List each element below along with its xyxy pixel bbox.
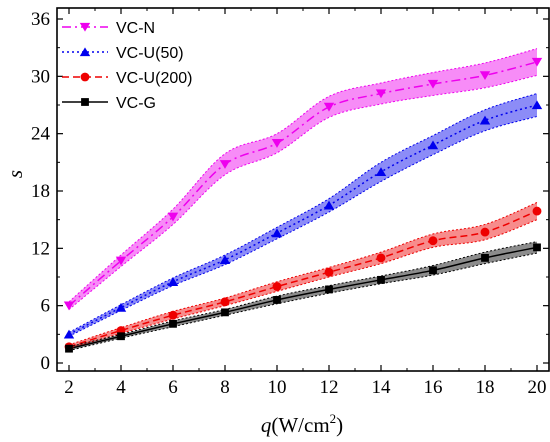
legend-label-vc-g: VC-G (116, 95, 156, 112)
point-vc-u-200 (532, 206, 542, 216)
point-vc-g (273, 296, 281, 304)
x-tick-label: 16 (424, 377, 443, 398)
x-tick-label: 12 (320, 377, 339, 398)
x-tick-label: 10 (268, 377, 287, 398)
x-tick-label: 14 (372, 377, 392, 398)
point-vc-n (375, 89, 387, 99)
legend-marker-vc-g (81, 98, 89, 106)
point-vc-u-50 (323, 200, 335, 210)
legend-marker-vc-u-200 (80, 72, 90, 82)
point-vc-u-50 (219, 255, 231, 264)
legend-label-vc-u-200: VC-U(200) (116, 70, 192, 87)
point-vc-u-50 (167, 277, 179, 286)
y-axis-ticks: 0 6 12 18 24 30 36 (31, 9, 549, 374)
series-markers (63, 57, 543, 353)
x-tick-label: 2 (64, 377, 74, 398)
x-tick-label: 8 (220, 377, 230, 398)
point-vc-g (377, 275, 385, 284)
x-axis-title-exponent: 2 (330, 411, 337, 426)
x-axis-title-unit-close: ) (336, 413, 343, 437)
point-vc-u-50 (427, 140, 439, 150)
point-vc-n (63, 301, 75, 311)
y-tick-label: 24 (31, 124, 51, 145)
series-lines (68, 48, 538, 352)
point-vc-g (65, 344, 73, 353)
point-vc-n (219, 160, 231, 169)
y-axis-title: s (3, 170, 27, 178)
point-vc-g (481, 253, 489, 262)
point-vc-u-200 (376, 253, 386, 263)
band-lower-vc-u-200 (68, 219, 538, 350)
confidence-bands (69, 48, 537, 351)
x-tick-label: 4 (116, 377, 126, 398)
x-tick-label: 6 (168, 377, 178, 398)
x-axis-ticks: 2 4 6 8 10 12 14 16 18 20 (64, 8, 547, 398)
y-tick-label: 0 (41, 353, 51, 374)
point-vc-g (117, 332, 125, 341)
point-vc-u-50 (479, 115, 491, 125)
legend-marker-vc-n (79, 22, 91, 32)
point-vc-n (531, 57, 543, 67)
point-vc-u-200 (272, 282, 282, 291)
x-tick-label: 20 (528, 377, 547, 398)
y-tick-label: 12 (31, 238, 50, 259)
point-vc-u-50 (115, 302, 127, 312)
band-lower-vc-u-50 (68, 115, 538, 337)
y-tick-label: 36 (31, 9, 50, 30)
line-vc-u-50 (68, 104, 538, 335)
y-tick-label: 30 (31, 66, 50, 87)
plot-frame (56, 7, 550, 372)
point-vc-u-50 (271, 228, 283, 238)
point-vc-u-200 (324, 267, 334, 277)
line-vc-u-200 (68, 210, 538, 348)
point-vc-g (221, 308, 229, 317)
band-upper-vc-u-200 (68, 202, 538, 346)
point-vc-u-50 (375, 167, 387, 177)
line-vc-g (68, 246, 538, 350)
x-tick-label: 18 (476, 377, 495, 398)
x-axis-title-unit: (W/cm (271, 413, 329, 437)
x-axis-title-variable: q (261, 413, 272, 437)
legend-marker-vc-u-50 (79, 47, 91, 57)
y-tick-label: 18 (31, 181, 50, 202)
band-upper-vc-u-50 (68, 93, 538, 333)
point-vc-n (427, 79, 439, 89)
point-vc-u-50 (531, 100, 543, 110)
point-vc-n (323, 102, 335, 112)
point-vc-g (533, 243, 541, 252)
point-vc-n (271, 139, 283, 148)
point-vc-g (325, 285, 333, 294)
point-vc-u-200 (480, 227, 490, 237)
band-upper-vc-n (68, 48, 538, 303)
point-vc-u-200 (220, 297, 230, 307)
band-upper-vc-g (68, 241, 538, 348)
band-lower-vc-n (68, 74, 538, 310)
line-vc-n (68, 61, 538, 307)
legend: VC-N VC-U(50) VC-U(200) VC-G (62, 20, 192, 112)
point-vc-u-200 (428, 236, 438, 246)
point-vc-g (429, 266, 437, 275)
legend-label-vc-n: VC-N (116, 20, 155, 37)
legend-label-vc-u-50: VC-U(50) (116, 45, 184, 62)
point-vc-u-50 (63, 329, 75, 339)
band-vc-n (69, 48, 537, 310)
point-vc-n (167, 212, 179, 222)
band-lower-vc-g (68, 252, 538, 352)
point-vc-n (115, 256, 127, 266)
y-tick-label: 6 (41, 296, 51, 317)
point-vc-g (169, 319, 177, 328)
x-axis-title: q(W/cm2) (261, 411, 343, 437)
point-vc-n (479, 71, 491, 81)
point-vc-u-200 (168, 310, 178, 320)
